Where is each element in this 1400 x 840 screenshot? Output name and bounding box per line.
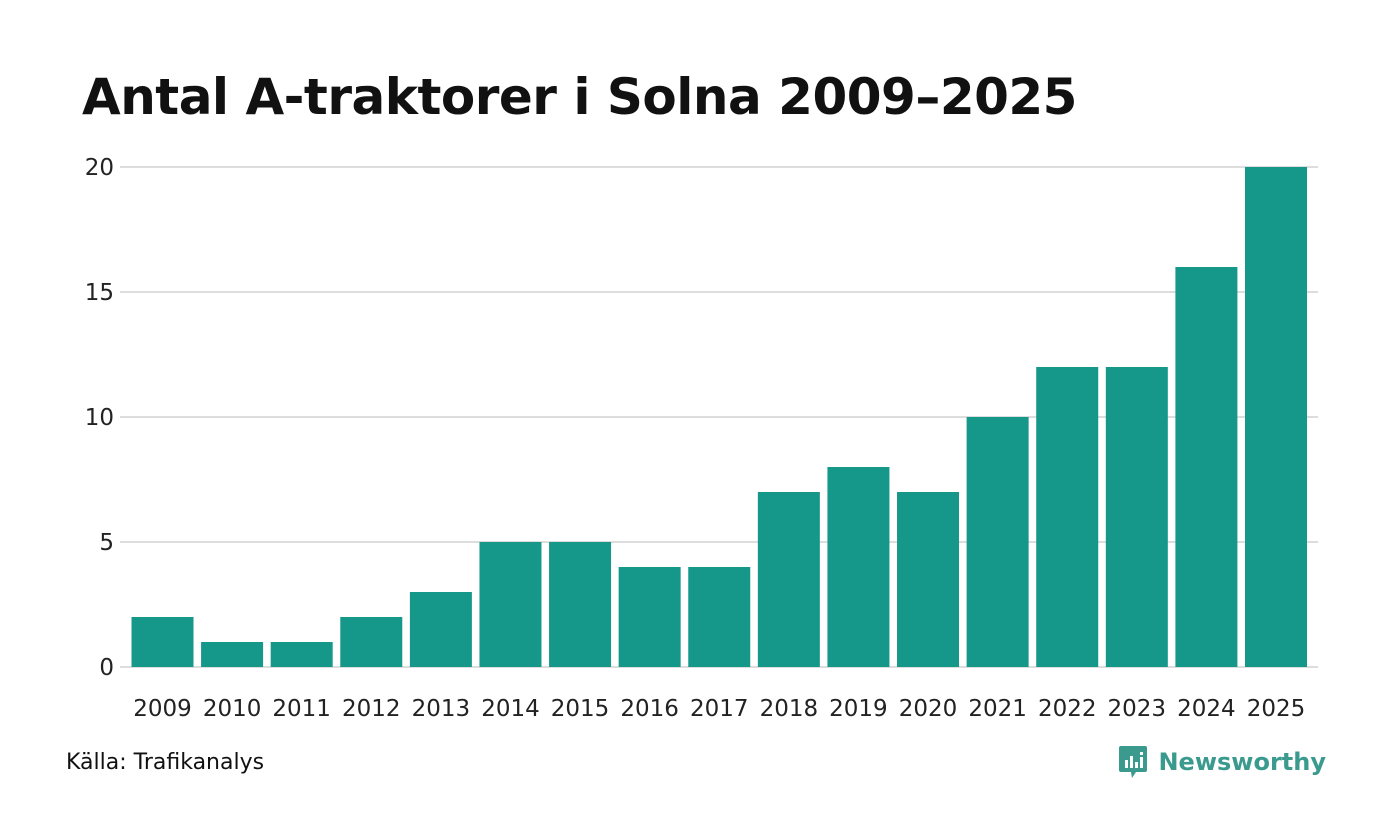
x-tick-label-2015: 2015 bbox=[551, 696, 610, 722]
bar-2020 bbox=[897, 492, 960, 667]
x-tick-label-2010: 2010 bbox=[203, 696, 262, 722]
bar-2016 bbox=[618, 567, 681, 667]
bar-2024 bbox=[1175, 267, 1238, 667]
bar-2018 bbox=[757, 492, 820, 667]
bar-2010 bbox=[201, 642, 264, 667]
bar-2011 bbox=[270, 642, 333, 667]
bars bbox=[131, 167, 1307, 667]
bar-2009 bbox=[131, 617, 194, 667]
bar-2012 bbox=[340, 617, 403, 667]
source-note: Källa: Trafikanalys bbox=[66, 750, 265, 775]
x-tick-label-2023: 2023 bbox=[1108, 696, 1167, 722]
x-tick-label-2016: 2016 bbox=[620, 696, 679, 722]
x-tick-label-2022: 2022 bbox=[1038, 696, 1097, 722]
y-tick-label-5: 5 bbox=[99, 530, 114, 556]
y-tick-label-15: 15 bbox=[85, 280, 114, 306]
x-tick-label-2013: 2013 bbox=[412, 696, 471, 722]
brand: Newsworthy bbox=[1118, 744, 1326, 780]
x-tick-label-2017: 2017 bbox=[690, 696, 749, 722]
y-tick-label-0: 0 bbox=[99, 655, 114, 681]
y-tick-label-20: 20 bbox=[85, 155, 114, 181]
x-tick-label-2012: 2012 bbox=[342, 696, 401, 722]
bar-2021 bbox=[966, 417, 1029, 667]
x-tick-label-2009: 2009 bbox=[133, 696, 192, 722]
x-axis-ticks: 2009 2010 2011 2012 2013 2014 2015 2016 2017 2018… bbox=[133, 696, 1305, 722]
x-tick-label-2014: 2014 bbox=[481, 696, 540, 722]
bar-2015 bbox=[549, 542, 612, 667]
x-tick-label-2024: 2024 bbox=[1177, 696, 1236, 722]
x-tick-label-2019: 2019 bbox=[829, 696, 888, 722]
chart-title: Antal A-traktorer i Solna 2009–2025 bbox=[82, 68, 1077, 126]
x-tick-label-2025: 2025 bbox=[1247, 696, 1306, 722]
bar-2014 bbox=[479, 542, 542, 667]
bar-2019 bbox=[827, 467, 890, 667]
bar-2022 bbox=[1036, 367, 1099, 667]
x-tick-label-2011: 2011 bbox=[272, 696, 331, 722]
y-tick-label-10: 10 bbox=[85, 405, 114, 431]
bar-2013 bbox=[409, 592, 472, 667]
x-tick-label-2021: 2021 bbox=[968, 696, 1027, 722]
newsworthy-logo-icon bbox=[1119, 746, 1148, 778]
x-tick-label-2018: 2018 bbox=[760, 696, 819, 722]
bar-2023 bbox=[1105, 367, 1168, 667]
bar-2025 bbox=[1245, 167, 1307, 667]
bar-2017 bbox=[688, 567, 751, 667]
y-axis-ticks: 0 5 10 15 20 bbox=[85, 155, 114, 681]
brand-name: Newsworthy bbox=[1158, 748, 1326, 776]
x-tick-label-2020: 2020 bbox=[899, 696, 958, 722]
